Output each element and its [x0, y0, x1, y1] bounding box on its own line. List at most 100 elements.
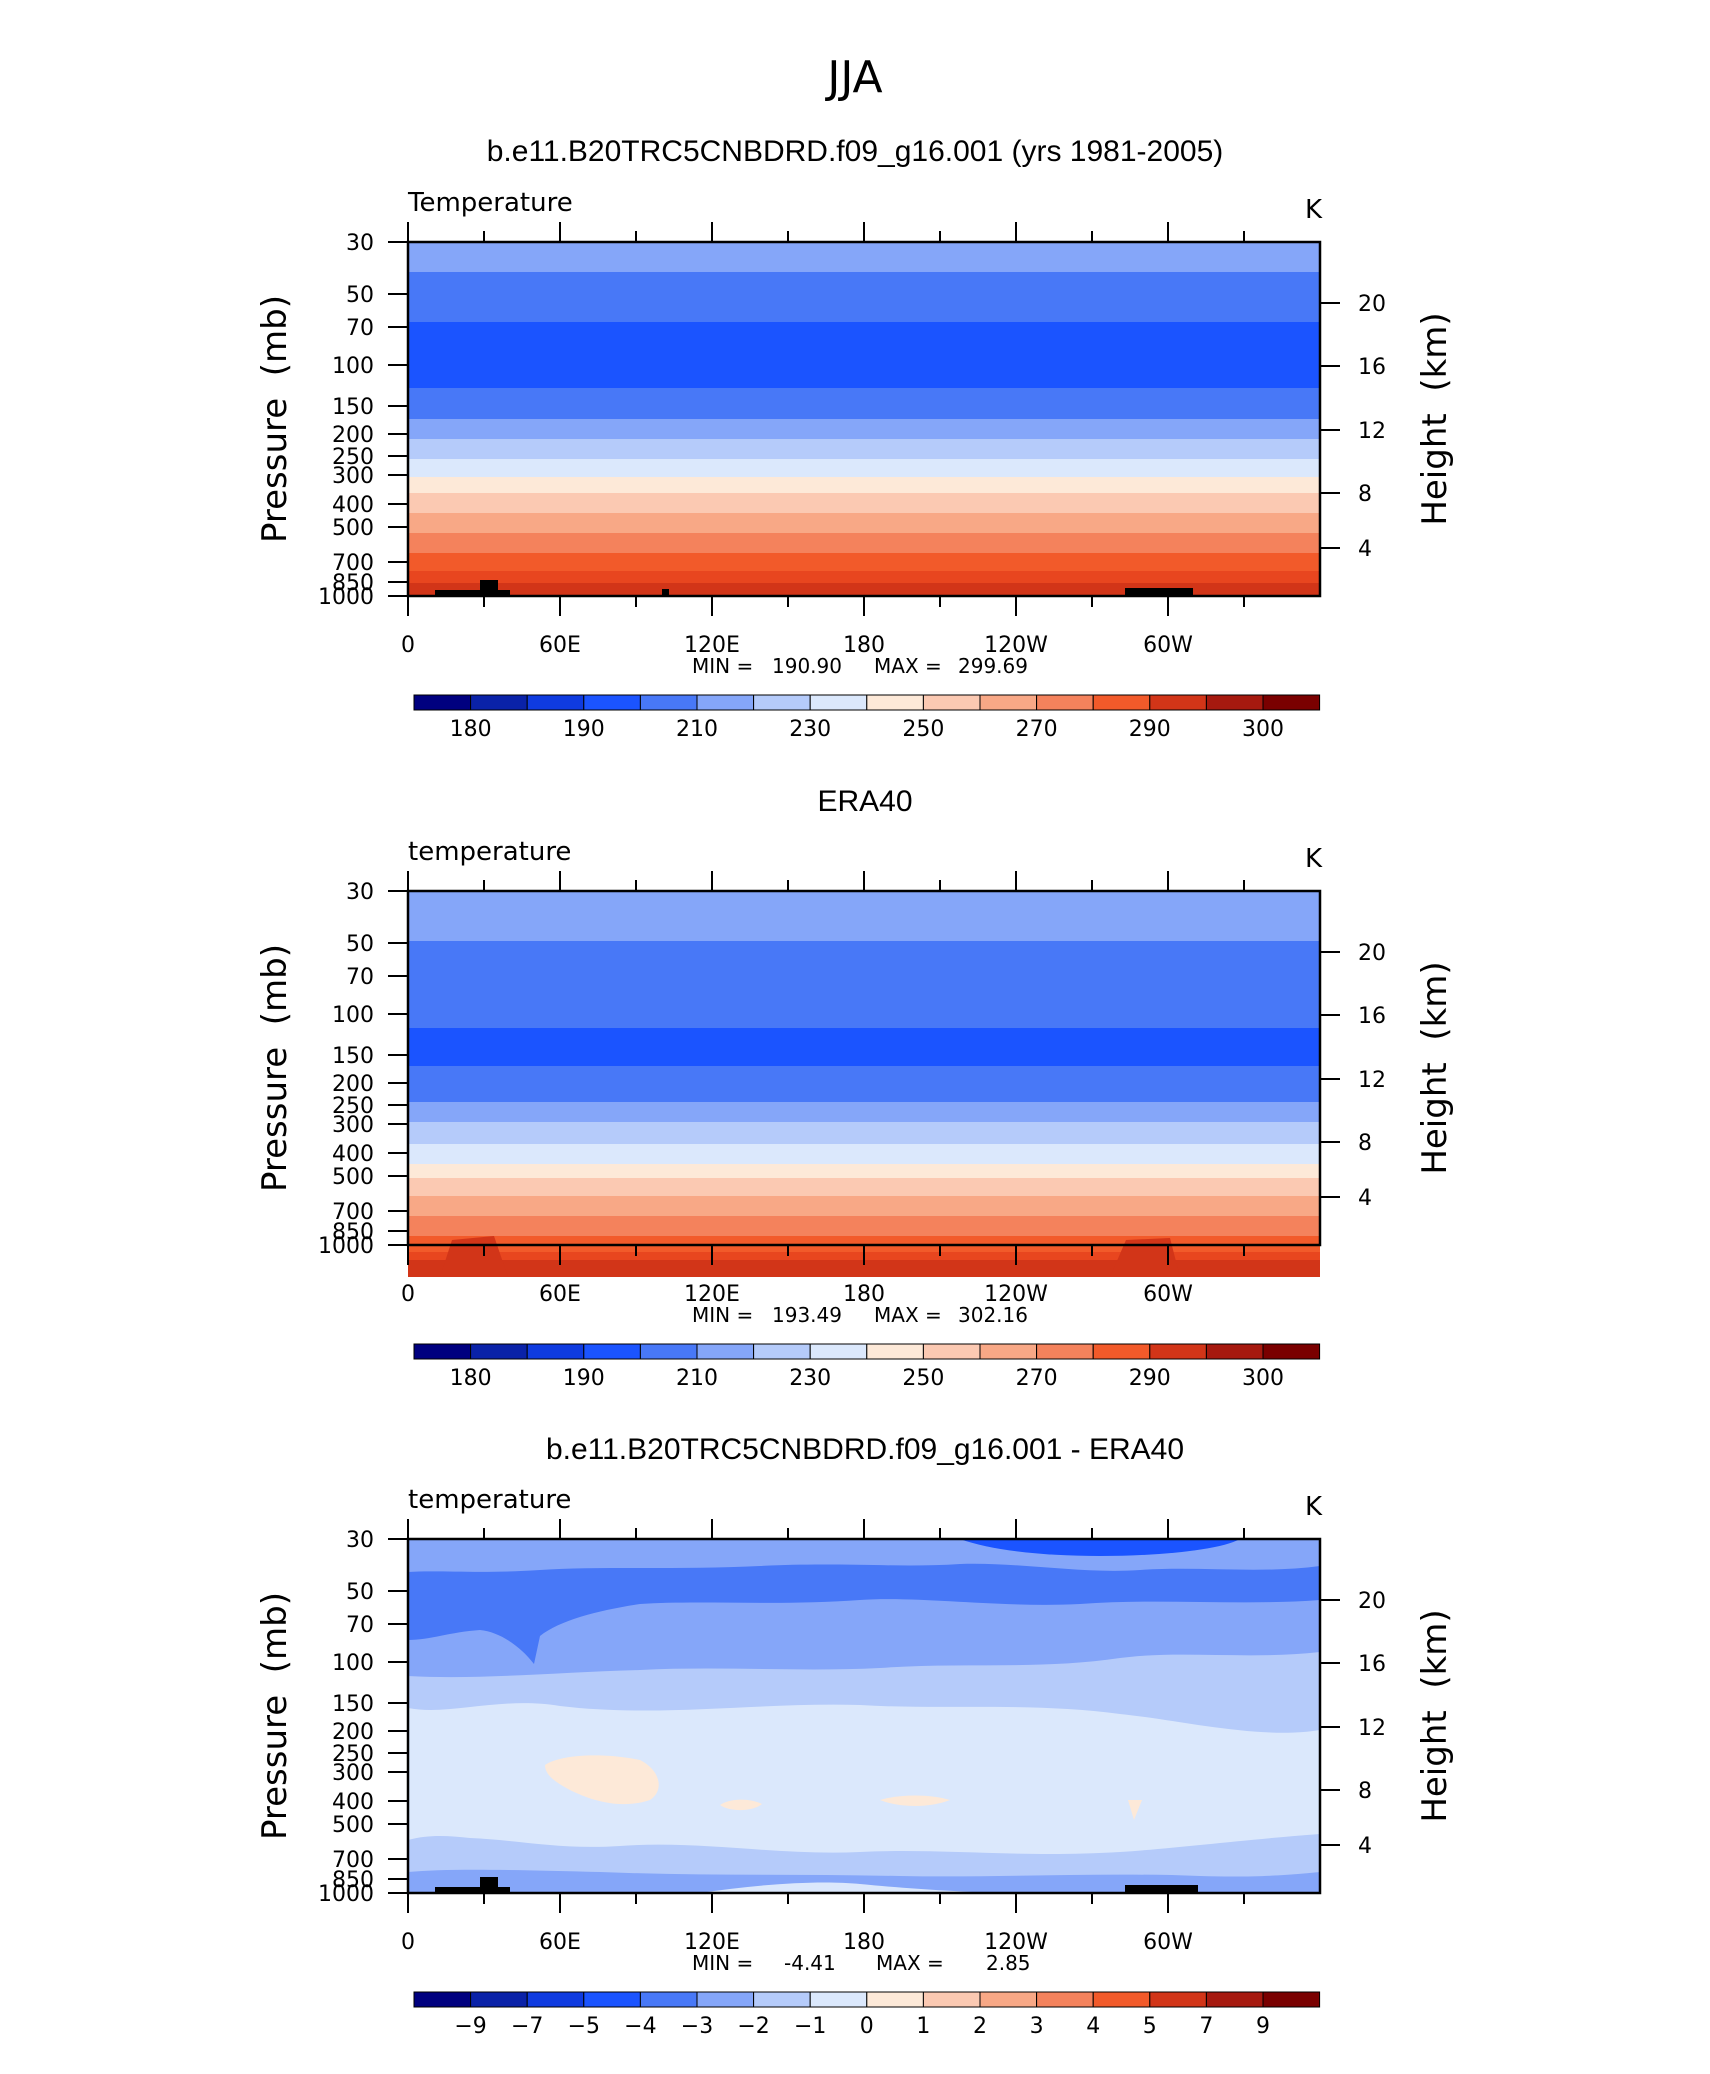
band: [408, 493, 1320, 515]
panel-1-units-label: K: [1305, 195, 1323, 225]
max-value: 299.69: [958, 654, 1028, 678]
band: [408, 513, 1320, 535]
min-label: MIN =: [692, 1951, 753, 1975]
band: [408, 1028, 1320, 1068]
band: [408, 1164, 1320, 1180]
colorbar-cell: [1036, 1991, 1094, 2008]
y-tick-label: 70: [346, 316, 374, 341]
y-tick-label: 30: [346, 231, 374, 256]
colorbar-cell: [866, 1343, 924, 1360]
colorbar-cell: [1205, 1343, 1264, 1360]
x-tick-label: 120W: [984, 1930, 1048, 1955]
panel-3-ticks: [388, 1519, 1340, 1913]
x-tick-label: 60W: [1143, 1282, 1193, 1307]
colorbar-label: −1: [794, 2014, 826, 2039]
panel-2-plot-area: [406, 889, 1322, 1277]
colorbar-cell: [1149, 1343, 1207, 1360]
x-tick-label: 60E: [539, 1930, 581, 1955]
band: [408, 322, 1320, 390]
x-tick-label: 0: [401, 1282, 415, 1307]
colorbar-cell: [1262, 1343, 1321, 1360]
colorbar-cell: [583, 1991, 641, 2008]
y-tick-label: 850: [332, 571, 374, 596]
y-axis-label: Pressure (mb): [255, 295, 295, 543]
colorbar-label: 230: [789, 1366, 831, 1391]
x-tick-label: 0: [401, 633, 415, 658]
panel-3-plot-area: [406, 1537, 1322, 1895]
y2-tick-label: 12: [1358, 1716, 1386, 1741]
y-axis-label: Pressure (mb): [255, 944, 295, 1192]
y2-tick-label: 4: [1358, 1186, 1372, 1211]
colorbar-label: 180: [450, 717, 492, 742]
y2-tick-label: 16: [1358, 1004, 1386, 1029]
colorbar-cell: [413, 1991, 472, 2008]
y-tick-label: 500: [332, 1165, 374, 1190]
colorbar-cell: [413, 1343, 472, 1360]
y2-axis-label: Height (km): [1415, 961, 1455, 1174]
band: [408, 459, 1320, 479]
y-tick-label: 250: [332, 1094, 374, 1119]
colorbar-label: 5: [1143, 2014, 1157, 2039]
colorbar-cell: [1205, 1991, 1264, 2008]
band: [408, 941, 1320, 1030]
colorbar-cell: [1262, 1991, 1321, 2008]
colorbar-cell: [470, 694, 528, 711]
y-tick-label: 30: [346, 1528, 374, 1553]
y-tick-label: 250: [332, 1742, 374, 1767]
colorbar-label: −5: [568, 2014, 600, 2039]
colorbar-label: 210: [676, 1366, 718, 1391]
y-tick-label: 30: [346, 880, 374, 905]
contour-fill: [545, 1755, 659, 1805]
y-tick-label: 50: [346, 1580, 374, 1605]
colorbar-cell: [753, 694, 811, 711]
colorbar-label: −4: [624, 2014, 656, 2039]
y-tick-label: 50: [346, 283, 374, 308]
y-tick-label: 300: [332, 1113, 374, 1138]
colorbar-label: 190: [563, 717, 605, 742]
colorbar-cell: [979, 694, 1038, 711]
colorbar-cell: [753, 1991, 811, 2008]
band: [408, 1178, 1320, 1198]
band: [408, 477, 1320, 495]
band: [408, 242, 1320, 274]
colorbar-cell: [583, 694, 641, 711]
colorbar-cell: [1262, 694, 1321, 711]
colorbar-cell: [979, 1343, 1038, 1360]
y-tick-label: 200: [332, 1720, 374, 1745]
panel-2-colorbar: [413, 1343, 1321, 1360]
panel-2-ticks: [388, 871, 1340, 1265]
x-tick-label: 120W: [984, 633, 1048, 658]
colorbar-cell: [1205, 694, 1264, 711]
band: [408, 1122, 1320, 1146]
panel-1-ticks: [388, 222, 1340, 616]
panel-2-title: ERA40: [817, 785, 912, 818]
y-tick-label: 1000: [318, 1234, 374, 1259]
band: [408, 553, 1320, 573]
y2-tick-label: 20: [1358, 292, 1386, 317]
colorbar-label: 190: [563, 1366, 605, 1391]
x-tick-label: 120W: [984, 1282, 1048, 1307]
colorbar-label: 4: [1086, 2014, 1100, 2039]
y-tick-label: 200: [332, 423, 374, 448]
x-tick-label: 180: [843, 1930, 885, 1955]
band: [408, 533, 1320, 555]
y-tick-label: 400: [332, 1142, 374, 1167]
x-tick-label: 120E: [684, 1930, 740, 1955]
colorbar-label: 230: [789, 717, 831, 742]
y2-tick-label: 12: [1358, 419, 1386, 444]
colorbar-label: 250: [902, 1366, 944, 1391]
y-tick-label: 300: [332, 1761, 374, 1786]
y-tick-label: 700: [332, 1200, 374, 1225]
colorbar-label: 300: [1242, 1366, 1284, 1391]
y-tick-label: 150: [332, 1044, 374, 1069]
panel-3-units-label: K: [1305, 1492, 1323, 1522]
y-tick-label: 300: [332, 464, 374, 489]
y2-tick-label: 8: [1358, 1131, 1372, 1156]
colorbar-cell: [696, 1991, 755, 2008]
y2-tick-label: 20: [1358, 941, 1386, 966]
y-tick-label: 1000: [318, 585, 374, 610]
colorbar-label: 180: [450, 1366, 492, 1391]
colorbar-label: 270: [1016, 1366, 1058, 1391]
y-tick-label: 700: [332, 551, 374, 576]
min-label: MIN =: [692, 654, 753, 678]
